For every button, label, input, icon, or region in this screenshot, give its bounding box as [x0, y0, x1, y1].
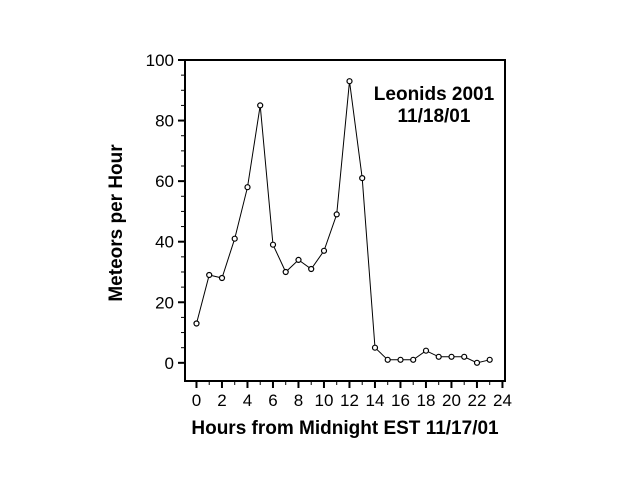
data-point — [269, 241, 277, 248]
plot-border — [184, 59, 506, 382]
data-point — [371, 344, 379, 351]
data-point — [257, 102, 264, 109]
data-point — [320, 247, 328, 254]
data-point — [295, 256, 302, 263]
y-tick-label: 0 — [165, 354, 174, 373]
data-point — [231, 235, 238, 242]
data-point — [435, 353, 442, 360]
y-tick-label: 40 — [155, 233, 174, 252]
annotation-line-1: Leonids 2001 — [373, 84, 495, 105]
y-tick-label: 60 — [155, 172, 174, 191]
annotation-line-2: 11/18/01 — [397, 106, 471, 127]
data-point — [448, 353, 455, 360]
data-point — [397, 356, 404, 363]
x-tick-label: 2 — [217, 391, 226, 410]
chart-annotation: Leonids 2001 11/18/01 — [354, 84, 514, 128]
x-tick-label: 12 — [340, 391, 359, 410]
data-point — [282, 268, 289, 276]
y-tick-label: 20 — [155, 293, 174, 312]
y-tick-label: 80 — [155, 112, 174, 131]
x-tick-label: 22 — [467, 391, 486, 410]
data-point — [218, 274, 226, 282]
data-point — [486, 356, 493, 363]
x-tick-label: 14 — [365, 391, 384, 410]
y-axis-title: Meteors per Hour — [106, 144, 127, 302]
data-point — [461, 353, 468, 360]
data-point — [473, 359, 481, 366]
x-tick-label: 18 — [416, 391, 435, 410]
x-tick-label: 6 — [268, 391, 277, 410]
x-tick-label: 16 — [391, 391, 410, 410]
x-tick-label: 20 — [442, 391, 461, 410]
data-point — [193, 320, 200, 327]
data-point — [410, 356, 417, 363]
data-point — [244, 184, 251, 191]
x-tick-label: 0 — [192, 391, 201, 410]
data-point — [384, 356, 391, 363]
data-point — [308, 265, 315, 273]
x-axis-title: Hours from Midnight EST 11/17/01 — [191, 418, 499, 439]
x-tick-label: 4 — [243, 391, 252, 410]
data-point — [346, 78, 353, 85]
x-tick-label: 10 — [315, 391, 334, 410]
data-point — [333, 211, 340, 218]
data-point — [359, 175, 366, 182]
x-tick-label: 24 — [493, 391, 512, 410]
data-point — [422, 347, 430, 354]
y-tick-label: 100 — [146, 51, 174, 70]
x-tick-label: 8 — [294, 391, 303, 410]
data-point — [206, 271, 213, 279]
